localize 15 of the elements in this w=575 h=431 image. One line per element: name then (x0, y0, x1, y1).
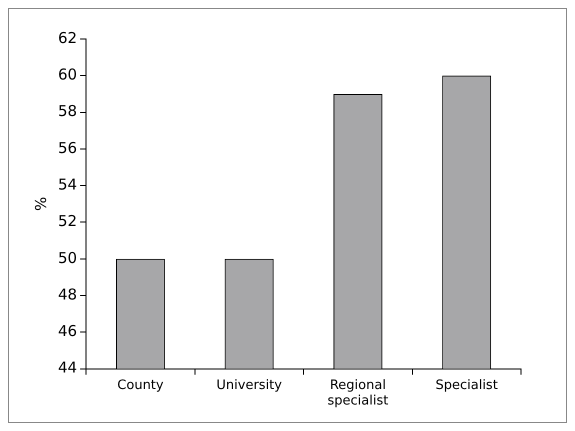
y-tick-label: 50 (58, 248, 78, 267)
y-tick-label: 54 (58, 175, 78, 194)
y-tick-label: 58 (58, 102, 78, 120)
x-tick-label: Regional specialist (327, 378, 388, 409)
x-tick-label: University (216, 378, 282, 393)
y-tick-label: 56 (58, 138, 78, 157)
y-tick-label: 46 (58, 322, 78, 340)
y-tick-label: 52 (58, 212, 78, 230)
y-tick-label: 48 (58, 285, 78, 304)
y-tick-label: 44 (58, 358, 78, 377)
y-axis-title: % (32, 196, 50, 212)
y-tick-label: 60 (58, 66, 78, 84)
y-tick-label: 62 (58, 28, 78, 47)
x-tick-label: Specialist (435, 378, 498, 393)
x-tick-label: County (117, 378, 164, 393)
